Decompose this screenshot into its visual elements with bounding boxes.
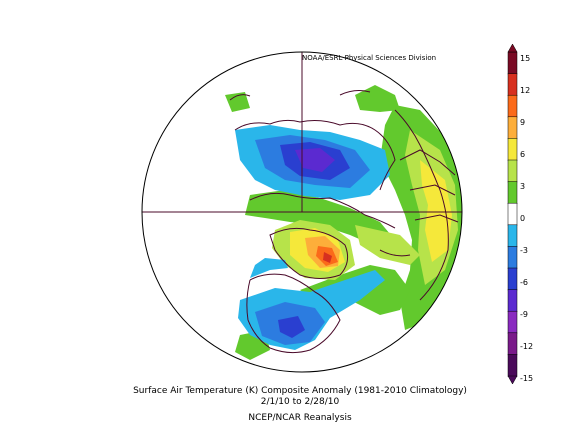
colorbar-tick-label: 3 xyxy=(520,182,526,191)
coastline-baffin xyxy=(269,227,349,279)
coastline-eurasia xyxy=(234,119,396,191)
colorbar-bottom-arrow xyxy=(507,375,518,385)
colorbar-tick-label: -3 xyxy=(520,246,528,255)
colorbar-swatch xyxy=(507,332,518,356)
colorbar-tick-label: -15 xyxy=(520,374,534,383)
anomaly-region-canada-lightgreen xyxy=(355,225,420,265)
colorbar-tick-label: -9 xyxy=(520,310,528,319)
colorbar-tick-label: -6 xyxy=(520,278,528,287)
coastline-alaska xyxy=(229,94,251,101)
coastline-arctic xyxy=(249,192,396,229)
anomaly-region-canada-max xyxy=(323,252,332,263)
anomaly-field xyxy=(142,52,462,372)
colorbar-tick-label: 15 xyxy=(520,54,531,63)
colorbar-tick-label: 0 xyxy=(520,214,526,223)
border-line-3 xyxy=(414,214,459,223)
map-boundary-circle xyxy=(141,51,463,373)
colorbar-swatch xyxy=(507,202,518,226)
colorbar-swatch xyxy=(507,246,518,269)
coastline-asia xyxy=(394,109,449,301)
colorbar-swatch xyxy=(507,310,518,334)
coastline-greenland xyxy=(379,249,411,257)
colorbar-tick-label: 12 xyxy=(520,86,531,95)
colorbar-swatch xyxy=(507,94,518,118)
anomaly-region-eurasia-extreme xyxy=(295,148,335,172)
coastline-north-america xyxy=(246,273,341,354)
colorbar-swatch xyxy=(507,224,518,248)
colorbar-tick-label: 9 xyxy=(520,118,526,127)
coastlines xyxy=(229,90,459,354)
graticule xyxy=(142,52,462,213)
colorbar-swatch xyxy=(507,267,518,291)
colorbar-swatch xyxy=(507,354,518,377)
colorbar-tick-label: 6 xyxy=(520,150,526,159)
credit-text: NOAA/ESRL Physical Sciences Division xyxy=(302,54,437,62)
colorbar-swatch xyxy=(507,181,518,204)
anomaly-region-us-very-cold xyxy=(278,316,305,338)
colorbar-swatch xyxy=(507,51,518,75)
anomaly-region-west-cold xyxy=(250,258,288,278)
caption-date-range: 2/1/10 to 2/28/10 xyxy=(260,397,340,407)
colorbar-tick-label: -12 xyxy=(520,342,534,351)
colorbar-swatch xyxy=(507,73,518,96)
coastline-north xyxy=(339,90,371,96)
colorbar-top-arrow xyxy=(507,43,518,53)
anomaly-region-nw-green xyxy=(225,92,250,112)
colorbar xyxy=(507,43,518,385)
border-line-2 xyxy=(409,184,456,196)
caption-title: Surface Air Temperature (K) Composite An… xyxy=(133,386,467,396)
colorbar-swatch xyxy=(507,159,518,183)
border-line-1 xyxy=(399,149,456,176)
colorbar-swatch xyxy=(507,289,518,312)
caption-source: NCEP/NCAR Reanalysis xyxy=(248,413,352,423)
anomaly-region-asia-yellow xyxy=(420,160,452,262)
anomaly-region-north-green xyxy=(355,85,400,112)
colorbar-swatch xyxy=(507,116,518,140)
colorbar-swatch xyxy=(507,138,518,161)
